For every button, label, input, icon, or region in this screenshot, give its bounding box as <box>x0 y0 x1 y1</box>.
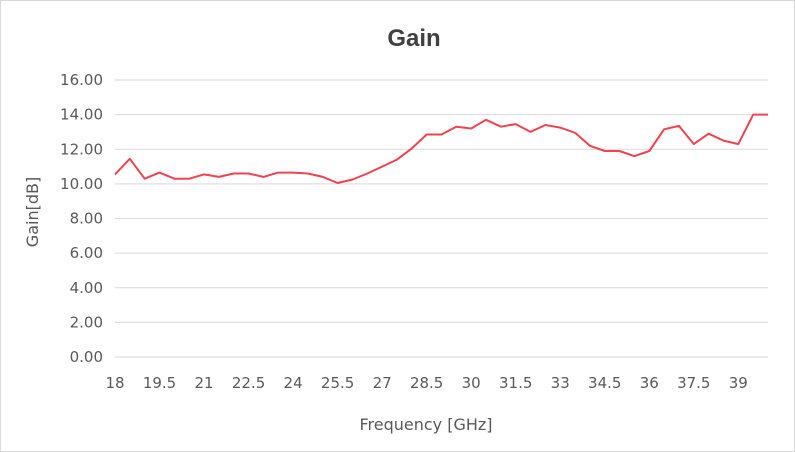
y-axis-ticks: 0.00 2.00 4.00 6.00 8.00 10.00 12.00 14.00 16.00 <box>60 71 103 366</box>
x-tick-label: 37.5 <box>677 374 710 392</box>
y-tick-label: 6.00 <box>70 244 103 262</box>
x-tick-label: 28.5 <box>410 374 443 392</box>
y-tick-label: 4.00 <box>70 279 103 297</box>
x-tick-label: 33 <box>551 374 570 392</box>
x-tick-label: 30 <box>462 374 481 392</box>
y-tick-label: 8.00 <box>70 210 103 228</box>
x-tick-label: 36 <box>640 374 659 392</box>
series-line-gain <box>114 113 768 184</box>
x-tick-label: 31.5 <box>499 374 532 392</box>
x-tick-label: 22.5 <box>232 374 265 392</box>
x-axis-label: Frequency [GHz] <box>359 415 492 434</box>
y-tick-label: 0.00 <box>70 348 103 366</box>
x-tick-label: 19.5 <box>143 374 176 392</box>
x-tick-label: 21 <box>194 374 213 392</box>
x-axis-ticks: 18 19.5 21 22.5 24 25.5 27 28.5 30 31.5 33 34.5 36 37… <box>105 374 747 392</box>
x-tick-label: 18 <box>105 374 124 392</box>
x-tick-label: 27 <box>373 374 392 392</box>
y-axis-label: Gain[dB] <box>23 177 42 247</box>
x-tick-label: 34.5 <box>588 374 621 392</box>
y-tick-label: 12.00 <box>60 140 103 158</box>
chart-title: Gain <box>387 25 440 52</box>
x-tick-label: 24 <box>284 374 303 392</box>
x-tick-label: 39 <box>729 374 748 392</box>
gridlines <box>115 79 768 323</box>
y-tick-label: 2.00 <box>70 313 103 331</box>
y-tick-label: 10.00 <box>60 175 103 193</box>
x-tick-label: 25.5 <box>321 374 354 392</box>
y-tick-label: 14.00 <box>60 106 103 124</box>
y-tick-label: 16.00 <box>60 71 103 89</box>
